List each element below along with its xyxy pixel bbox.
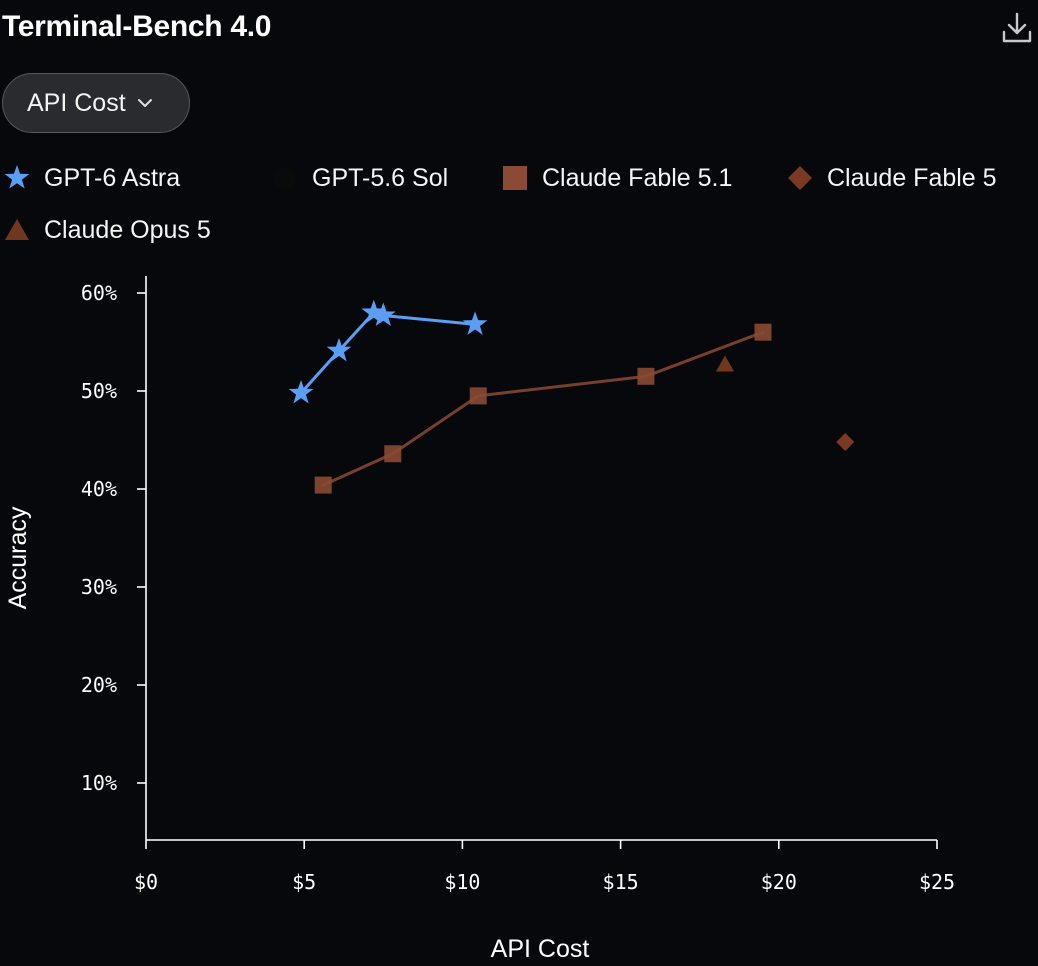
point-gpt-6-astra xyxy=(462,311,488,335)
legend-item-gpt56-sol[interactable]: GPT-5.6 Sol xyxy=(270,163,448,193)
point-claude-fable-5-1 xyxy=(637,367,655,385)
point-claude-fable-5-1 xyxy=(469,387,487,405)
point-claude-fable-5-1 xyxy=(314,476,332,494)
y-tick-label: 40% xyxy=(81,477,117,501)
x-tick-label: $20 xyxy=(761,870,797,894)
chevron-down-icon xyxy=(137,99,152,107)
x-tick-label: $0 xyxy=(134,870,158,894)
x-tick-label: $25 xyxy=(919,870,955,894)
metric-dropdown-label: API Cost xyxy=(27,88,126,117)
point-claude-fable-5-1 xyxy=(754,323,772,341)
square-icon xyxy=(503,166,527,190)
legend-item-claude-opus-5[interactable]: Claude Opus 5 xyxy=(2,215,211,245)
point-gpt-6-astra xyxy=(361,299,387,324)
x-axis-title: API Cost xyxy=(491,935,590,963)
legend-label: GPT-5.6 Sol xyxy=(312,163,449,192)
y-tick-label: 60% xyxy=(81,281,117,305)
y-tick-label: 50% xyxy=(81,379,117,403)
point-claude-opus-5 xyxy=(716,355,735,372)
legend-item-claude-fable-51[interactable]: Claude Fable 5.1 xyxy=(500,163,732,193)
legend-label: Claude Fable 5.1 xyxy=(542,163,733,192)
data-marks xyxy=(288,299,855,494)
point-claude-fable-5 xyxy=(836,432,855,451)
y-tick-label: 20% xyxy=(81,673,117,697)
circle-icon xyxy=(274,167,296,189)
legend-label: Claude Opus 5 xyxy=(44,215,211,244)
point-claude-fable-5-1 xyxy=(384,445,402,463)
axes: 10% 20% 30% 40% 50% 60% $0 $5 $10 $15 $20 $25 xyxy=(81,276,955,894)
triangle-icon xyxy=(5,219,29,240)
diamond-icon xyxy=(788,166,812,190)
legend-item-claude-fable-5[interactable]: Claude Fable 5 xyxy=(785,163,997,193)
legend-item-gpt6-astra[interactable]: GPT-6 Astra xyxy=(2,163,180,193)
x-tick-label: $10 xyxy=(444,870,480,894)
chart-title: Terminal-Bench 4.0 xyxy=(2,10,272,43)
metric-dropdown[interactable]: API Cost xyxy=(2,73,190,133)
download-icon[interactable] xyxy=(1000,10,1034,46)
legend-label: GPT-6 Astra xyxy=(44,163,181,192)
point-gpt-6-astra xyxy=(326,337,352,362)
y-axis-title: Accuracy xyxy=(4,506,32,609)
x-tick-label: $5 xyxy=(292,870,316,894)
legend: GPT-6 Astra GPT-5.6 Sol Claude Fable 5.1… xyxy=(0,0,1038,260)
legend-label: Claude Fable 5 xyxy=(827,163,997,192)
point-gpt-6-astra xyxy=(288,379,314,404)
y-tick-label: 10% xyxy=(81,771,117,795)
x-tick-label: $15 xyxy=(603,870,639,894)
y-tick-label: 30% xyxy=(81,575,117,599)
point-gpt-6-astra xyxy=(370,302,396,327)
series-line-gpt-6-astra xyxy=(299,311,477,395)
star-icon xyxy=(4,165,30,189)
